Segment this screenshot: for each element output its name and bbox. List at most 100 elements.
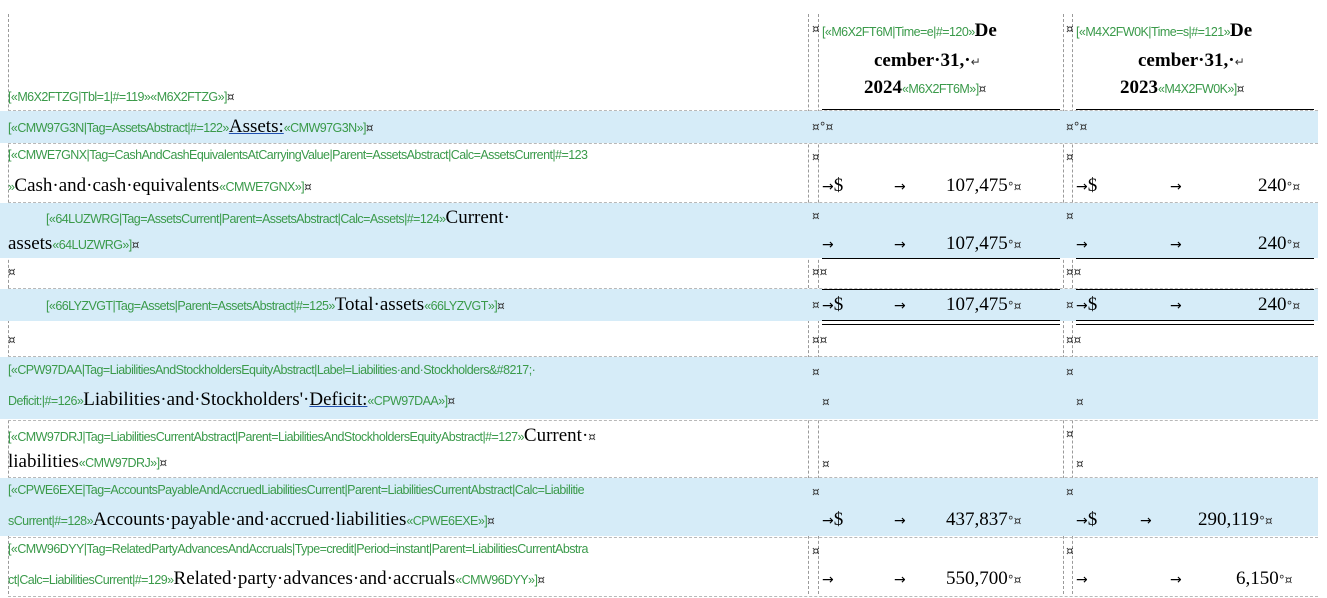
row-separator xyxy=(8,288,1318,289)
row-total-assets: [«66LYZVGT|Tag=Assets|Parent=AssetsAbstr… xyxy=(0,289,1318,321)
tab-arrow: → xyxy=(822,237,834,253)
tab-arrow: → xyxy=(894,298,906,314)
row-assets-abstract: [«CMW97G3N|Tag=AssetsAbstract|#=122»Asse… xyxy=(0,111,1318,143)
cell-marker: ¤ xyxy=(1066,544,1074,558)
cell-marker: ¤ xyxy=(1066,209,1074,223)
row-label-line1: [«CMW97DRJ|Tag=LiabilitiesCurrentAbstrac… xyxy=(8,425,596,446)
total-top-line-2023 xyxy=(1076,289,1314,290)
row-current-liabilities-abstract: [«CMW97DRJ|Tag=LiabilitiesCurrentAbstrac… xyxy=(0,421,1318,476)
row-blank: ¤ ¤¤ ¤¤ xyxy=(0,326,1318,354)
row-label: ct|Calc=LiabilitiesCurrent|#=129»Related… xyxy=(8,568,546,589)
subtotal-line-2024 xyxy=(822,258,1060,259)
total-top-line-2024 xyxy=(822,289,1060,290)
header-2023-line2: cember·31,·↵ xyxy=(1138,50,1245,71)
tab-arrow: → xyxy=(894,513,906,529)
cell-marker: ¤ xyxy=(812,485,820,499)
cell-marker: ¤ xyxy=(1066,150,1074,164)
tab-arrow: → xyxy=(894,179,906,195)
cell-marker: ¤ xyxy=(1066,22,1074,36)
cell-marker: ¤ xyxy=(1066,427,1074,441)
cell-marker-2023: ¤°¤ xyxy=(1066,120,1088,134)
row-liabilities-equity-abstract: [«CPW97DAA|Tag=LiabilitiesAndStockholder… xyxy=(0,357,1318,419)
cell-marker: ¤ xyxy=(812,22,820,36)
total-double-underline-2024 xyxy=(822,320,1060,325)
row-separator xyxy=(8,143,1318,144)
header-row: [«M6X2FTZG|Tbl=1|#=119»«M6X2FTZG»]¤ ¤ [«… xyxy=(0,14,1318,110)
cell-marker-2024: ¤°¤ xyxy=(812,120,834,134)
row-separator xyxy=(8,477,1318,478)
row-blank: ¤ ¤¤ ¤¤ xyxy=(0,259,1318,286)
subtotal-line-2023 xyxy=(1076,258,1314,259)
cell-marker: ¤¤ xyxy=(1066,333,1082,347)
header-tag: [«M6X2FTZG|Tbl=1|#=119»«M6X2FTZG»]¤ xyxy=(8,90,235,104)
current-assets-2023-value: 240°¤ xyxy=(1258,233,1301,254)
cash-2024-value: 107,475°¤ xyxy=(946,175,1022,196)
total-double-underline-2023 xyxy=(1076,320,1314,325)
cell-marker: ¤ xyxy=(1066,298,1074,312)
ap-2024-currency: →$ xyxy=(822,509,844,530)
total-assets-2023-value: 240°¤ xyxy=(1258,294,1301,315)
tab-arrow: → xyxy=(1170,237,1182,253)
cell-marker: ¤ xyxy=(812,150,820,164)
ap-2024-value: 437,837°¤ xyxy=(946,509,1022,530)
row-current-assets: [«64LUZWRG|Tag=AssetsCurrent|Parent=Asse… xyxy=(0,203,1318,258)
row-separator xyxy=(8,110,1318,111)
row-separator xyxy=(8,537,1318,538)
row-separator xyxy=(8,420,1318,421)
cell-marker: ¤ xyxy=(812,544,820,558)
row-cash: [«CMWE7GNX|Tag=CashAndCashEquivalentsAtC… xyxy=(0,144,1318,202)
row-tag-line1: [«CPW97DAA|Tag=LiabilitiesAndStockholder… xyxy=(8,363,536,377)
related-party-2024-value: 550,700°¤ xyxy=(946,568,1022,589)
cell-marker: ¤¤ xyxy=(812,265,828,279)
row-label: [«CMW97G3N|Tag=AssetsAbstract|#=122»Asse… xyxy=(8,116,374,137)
ap-2023-currency: →$ xyxy=(1076,509,1098,530)
tab-arrow: → xyxy=(894,572,906,588)
tab-arrow: → xyxy=(1076,572,1088,588)
row-related-party: [«CMW96DYY|Tag=RelatedPartyAdvancesAndAc… xyxy=(0,538,1318,596)
row-label: Deficit:|#=126»Liabilities·and·Stockhold… xyxy=(8,389,456,410)
row-tag-line1: [«CMW96DYY|Tag=RelatedPartyAdvancesAndAc… xyxy=(8,542,588,556)
header-underline-2024 xyxy=(822,109,1060,110)
cell-marker: ¤ xyxy=(1066,365,1074,379)
total-assets-2023-currency: →$ xyxy=(1076,294,1098,315)
cell-marker: ¤¤ xyxy=(1066,265,1082,279)
header-underline-2023 xyxy=(1076,109,1314,110)
row-tag-line1: [«CPWE6EXE|Tag=AccountsPayableAndAccrued… xyxy=(8,483,585,497)
cell-marker: ¤ xyxy=(8,333,16,347)
tab-arrow: → xyxy=(1170,179,1182,195)
row-separator xyxy=(8,202,1318,203)
cell-marker: ¤ xyxy=(812,298,820,312)
row-label: sCurrent|#=128»Accounts·payable·and·accr… xyxy=(8,509,495,530)
cell-marker: ¤ xyxy=(812,365,820,379)
cell-marker: ¤¤ xyxy=(812,333,828,347)
cell-marker: ¤ xyxy=(822,457,830,471)
cell-marker: ¤ xyxy=(1076,457,1084,471)
current-assets-2024-value: 107,475°¤ xyxy=(946,233,1022,254)
row-label: [«66LYZVGT|Tag=Assets|Parent=AssetsAbstr… xyxy=(46,294,505,315)
header-2024-line3: 2024«M6X2FT6M»]¤ xyxy=(864,77,987,98)
header-2024-line2: cember·31,·↵ xyxy=(874,50,981,71)
cell-marker: ¤ xyxy=(1066,485,1074,499)
row-label-line1: [«64LUZWRG|Tag=AssetsCurrent|Parent=Asse… xyxy=(46,207,510,228)
tab-arrow: → xyxy=(1076,237,1088,253)
header-2024-line1: [«M6X2FT6M|Time=e|#=120»De xyxy=(822,20,997,41)
cell-marker: ¤ xyxy=(822,395,830,409)
cell-marker: ¤ xyxy=(8,265,16,279)
related-party-2023-value: 6,150°¤ xyxy=(1236,568,1293,589)
cell-marker: ¤ xyxy=(812,209,820,223)
cash-2023-currency: →$ xyxy=(1076,175,1098,196)
tab-arrow: → xyxy=(822,572,834,588)
tab-arrow: → xyxy=(1170,572,1182,588)
row-label: »Cash·and·cash·equivalents«CMWE7GNX»]¤ xyxy=(8,175,312,196)
ap-2023-value: 290,119°¤ xyxy=(1198,509,1273,530)
tab-arrow: → xyxy=(894,237,906,253)
row-tag-line1: [«CMWE7GNX|Tag=CashAndCashEquivalentsAtC… xyxy=(8,148,588,162)
total-assets-2024-value: 107,475°¤ xyxy=(946,294,1022,315)
row-label-line2: assets«64LUZWRG»]¤ xyxy=(8,233,140,254)
cash-2023-value: 240°¤ xyxy=(1258,175,1301,196)
header-2023-line3: 2023«M4X2FW0K»]¤ xyxy=(1120,77,1245,98)
row-separator xyxy=(8,596,1318,597)
row-accounts-payable: [«CPWE6EXE|Tag=AccountsPayableAndAccrued… xyxy=(0,478,1318,536)
header-2023-line1: [«M4X2FW0K|Time=s|#=121»De xyxy=(1076,20,1253,41)
tab-arrow: → xyxy=(1140,513,1152,529)
